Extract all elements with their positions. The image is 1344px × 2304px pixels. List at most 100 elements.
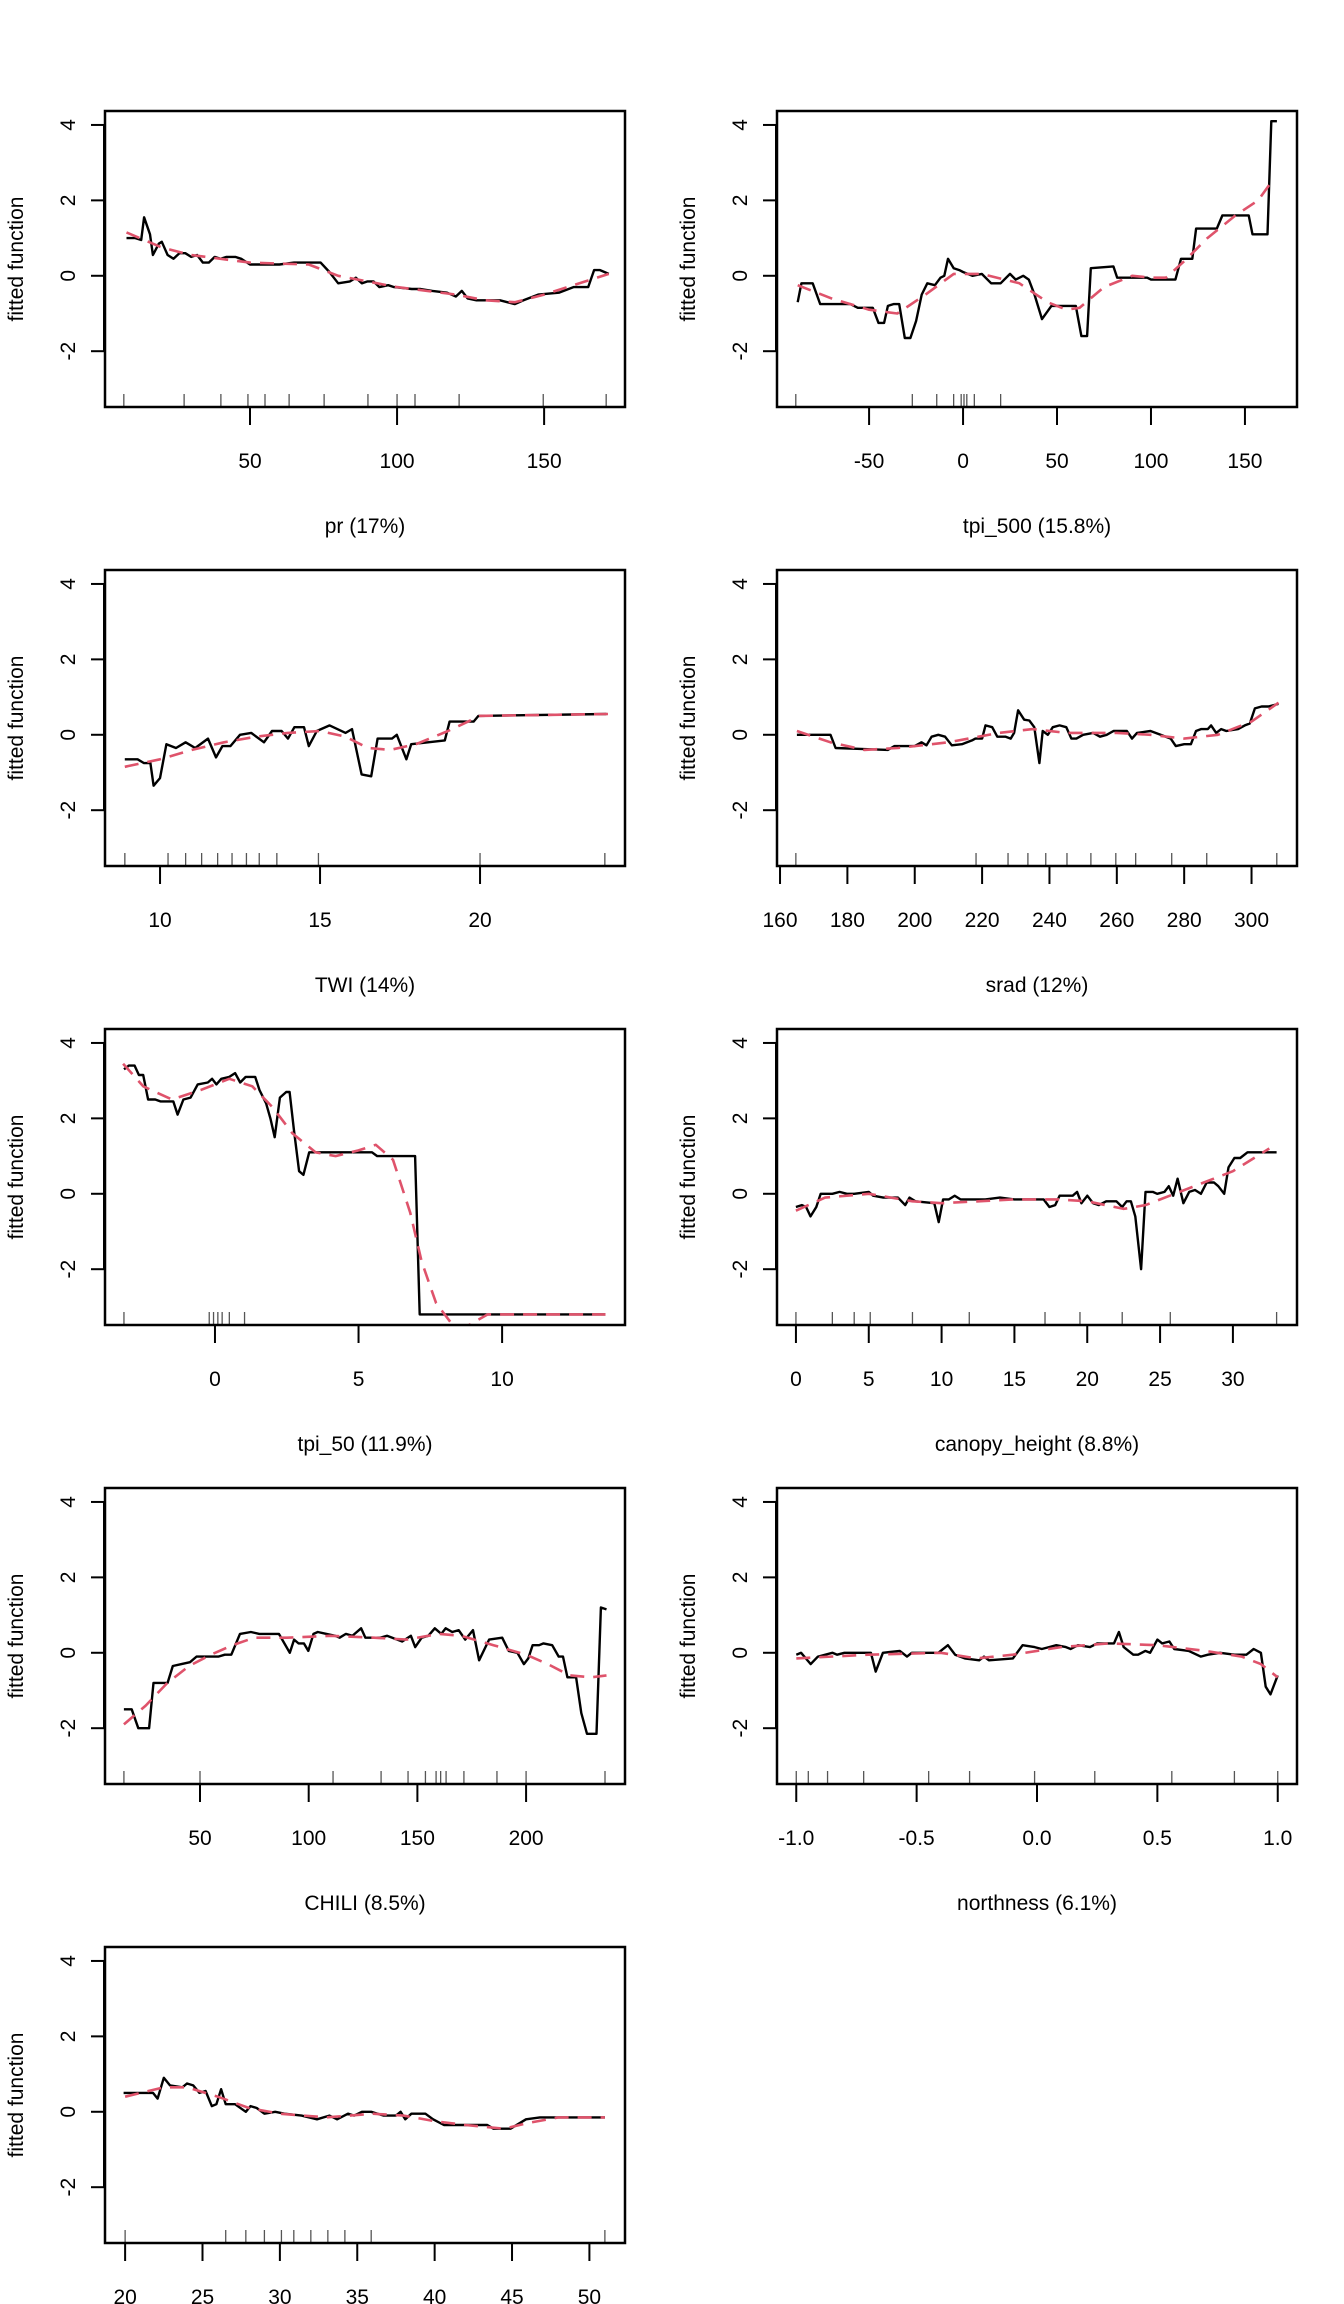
y-tick-label: 2 [57,654,80,666]
plot-frame [775,568,1299,868]
x-axis-label: tpi_500 (15.8%) [963,515,1111,538]
smoothed-line [125,231,610,304]
x-tick-label: 100 [380,450,415,473]
y-tick-label: 0 [729,1647,752,1659]
x-tick-label: 200 [509,1827,544,1850]
x-tick-label: 160 [763,909,798,932]
y-tick-label: 2 [57,1572,80,1584]
y-tick-label: -2 [57,1260,80,1279]
fitted-function-line [123,1606,607,1736]
y-tick-label: 4 [57,578,80,590]
y-tick-label: 4 [729,119,752,131]
x-axis-label: TWI (14%) [315,974,415,997]
plot-frame [103,109,627,409]
x-axis-label: northness (6.1%) [957,1892,1117,1915]
fitted-function-line [123,2076,605,2130]
y-tick-label: 2 [57,1113,80,1125]
x-tick-label: -1.0 [778,1827,814,1850]
y-tick-label: 0 [729,270,752,282]
x-tick-label: 100 [1133,450,1168,473]
y-tick-label: 4 [729,1496,752,1508]
x-tick-label: 0 [957,450,969,473]
fitted-function-line [124,712,607,787]
y-tick-label: -2 [729,342,752,361]
y-tick-label: -2 [729,801,752,820]
y-tick-label: -2 [729,1719,752,1738]
x-tick-label: 5 [863,1368,875,1391]
smoothed-line [123,1632,607,1726]
fitted-function-line [795,1630,1279,1696]
fitted-function-line [126,216,610,306]
x-tick-label: 10 [930,1368,953,1391]
plot-frame [103,1027,627,1327]
y-tick-label: 0 [57,729,80,741]
x-tick-label: 20 [113,2286,136,2304]
panel-9: -202420253035404550vs (6%)fitted functio… [5,1945,627,2304]
plot-frame [775,1027,1299,1327]
smoothed-line [796,701,1280,752]
x-tick-label: 150 [1227,450,1262,473]
x-tick-label: 150 [527,450,562,473]
panel-8: -2 0 2 4 -1.0 -0.5 0.0 0.5 1.0 northness (6.1%) fi… [677,1486,1299,1915]
plot-frame [103,1945,627,2245]
x-tick-label: 260 [1099,909,1134,932]
y-tick-label: -2 [57,1719,80,1738]
y-tick-label: -2 [57,342,80,361]
x-tick-label: 150 [400,1827,435,1850]
y-tick-label: 2 [729,1113,752,1125]
x-tick-label: 35 [346,2286,369,2304]
panel-6: -2 0 2 4 0 5 10 15 20 25 30 canopy_height (8.8%) fit… [677,1027,1299,1456]
x-axis-label: pr (17%) [325,515,406,538]
smoothed-line [124,712,609,769]
panel-1: -2 0 2 4 50 100 150 pr (17%) fitted function [5,109,627,538]
y-tick-label: -2 [57,2178,80,2197]
y-tick-label: -2 [57,801,80,820]
x-tick-label: 300 [1234,909,1269,932]
y-tick-label: 4 [57,1955,80,1967]
x-tick-label: 20 [1076,1368,1099,1391]
x-tick-label: 40 [423,2286,446,2304]
y-tick-label: 2 [57,195,80,207]
x-tick-label: 0 [790,1368,802,1391]
y-tick-label: 2 [729,195,752,207]
y-tick-label: 4 [729,1037,752,1049]
y-axis-label: fitted function [5,197,28,322]
x-tick-label: 30 [268,2286,291,2304]
x-tick-label: 100 [291,1827,326,1850]
x-tick-label: 30 [1221,1368,1244,1391]
x-tick-label: 10 [490,1368,513,1391]
x-tick-label: -0.5 [899,1827,935,1850]
smoothed-line [124,2086,605,2130]
y-axis-label: fitted function [677,1574,700,1699]
x-tick-label: 240 [1032,909,1067,932]
y-tick-label: -2 [729,1260,752,1279]
y-tick-label: 0 [729,729,752,741]
panel-2: -2 0 2 4 -50 0 50 100 150 tpi_500 (15.8%) fitted f… [677,109,1299,538]
y-axis-label: fitted function [677,1115,700,1240]
x-tick-label: 50 [238,450,261,473]
panel-7: -2 0 2 4 50 100 150 200 CHILI (8.5%) fitted funct… [5,1486,627,1915]
x-tick-label: 180 [830,909,865,932]
x-axis-label: CHILI (8.5%) [304,1892,425,1915]
plot-frame [103,568,627,868]
smoothed-line [795,1147,1270,1212]
y-tick-label: 4 [729,578,752,590]
y-axis-label: fitted function [677,197,700,322]
x-tick-label: 280 [1167,909,1202,932]
x-axis-label: canopy_height (8.8%) [935,1433,1139,1456]
y-tick-label: 0 [57,1188,80,1200]
plot-frame [775,109,1299,409]
x-tick-label: 45 [500,2286,523,2304]
x-tick-label: 5 [353,1368,365,1391]
x-tick-label: 0 [209,1368,221,1391]
x-tick-label: 20 [468,909,491,932]
y-tick-label: 2 [729,654,752,666]
x-tick-label: 15 [308,909,331,932]
y-axis-label: fitted function [5,656,28,781]
y-tick-label: 4 [57,119,80,131]
smoothed-line [122,1062,606,1325]
panel-4: -2 0 2 4 160 180 200 220 240 260 280 300 srad (12%) f… [677,568,1299,997]
fitted-function-line [796,119,1277,340]
y-axis-label: fitted function [5,1574,28,1699]
x-tick-label: 220 [965,909,1000,932]
